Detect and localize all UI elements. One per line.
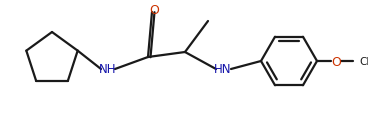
Text: O: O [331,55,341,68]
Text: HN: HN [214,63,232,76]
Text: NH: NH [99,63,117,76]
Text: O: O [149,4,159,17]
Text: CH₃: CH₃ [359,56,368,66]
